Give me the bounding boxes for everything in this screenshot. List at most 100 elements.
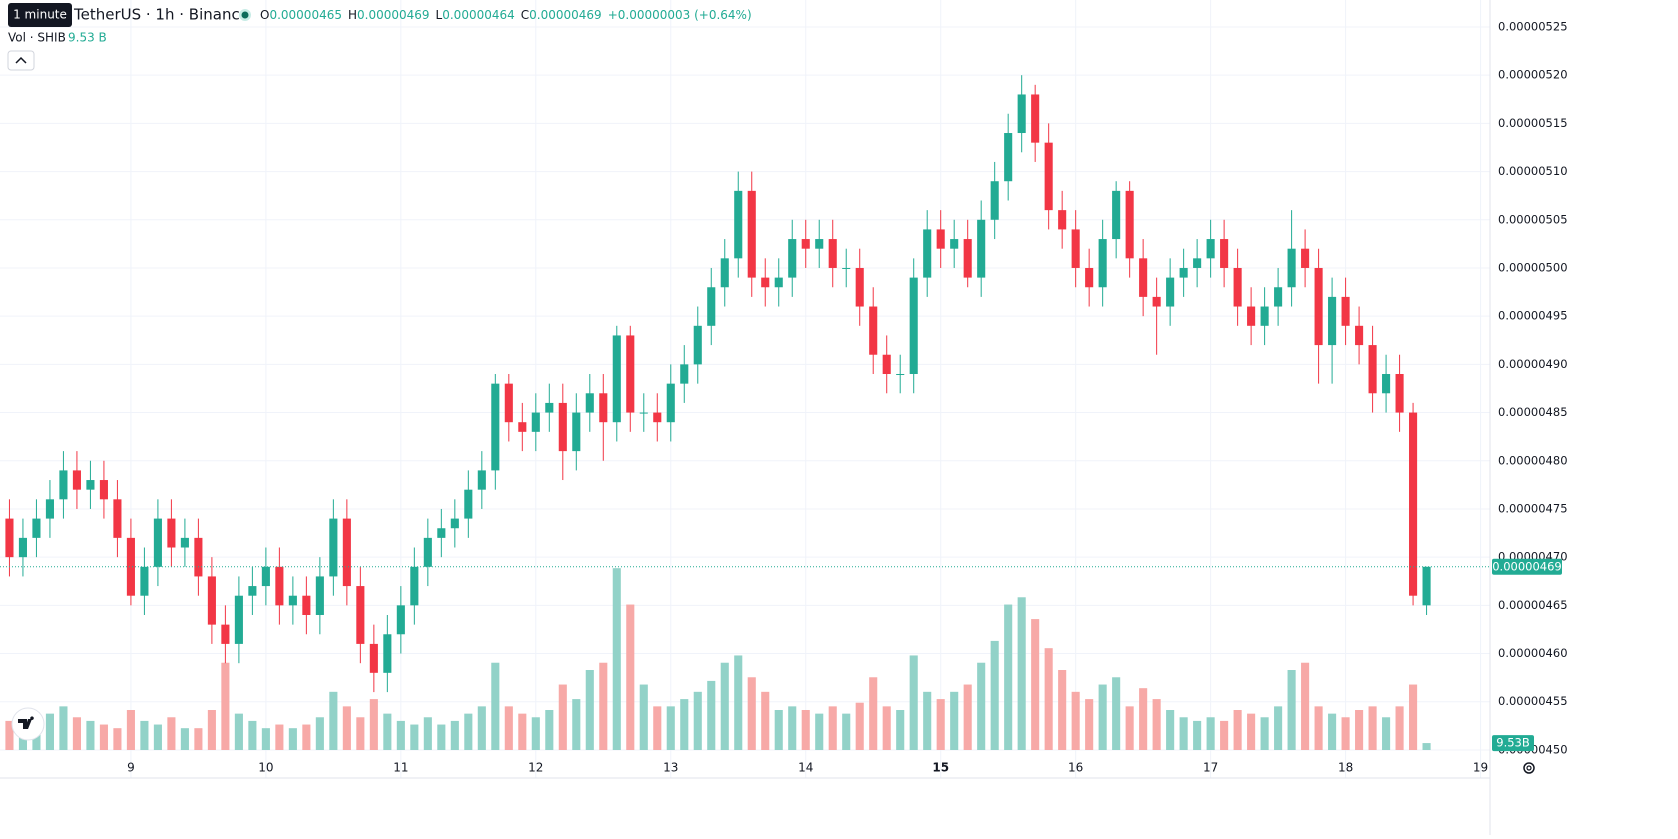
tooltip: 1 minute [13, 8, 67, 22]
y-tick-label: 0.00000485 [1498, 405, 1568, 419]
candle-body [1341, 296, 1350, 326]
volume-bar [774, 710, 783, 750]
candle-body [342, 518, 351, 587]
candle-body [275, 566, 284, 606]
status-dot [241, 11, 249, 19]
candle-body [86, 480, 95, 490]
volume-bar [1098, 684, 1107, 750]
candle-body [248, 586, 257, 596]
candle-body [882, 354, 891, 375]
volume-bar [1139, 688, 1148, 750]
settings-icon[interactable] [1523, 762, 1535, 774]
candle-body [855, 267, 864, 307]
grid [0, 0, 1490, 778]
volume-bar [977, 662, 986, 750]
x-tick-label: 19 [1473, 761, 1488, 775]
candle-body [734, 190, 743, 259]
candle-body [1395, 374, 1404, 413]
candle-body [531, 412, 540, 432]
candle-body [518, 422, 527, 432]
ohlc-item: H [348, 8, 357, 22]
volume-bar [356, 717, 365, 750]
candle-body [909, 277, 918, 375]
volume-bar [167, 717, 176, 750]
candle-body [788, 239, 797, 278]
volume-bar [315, 717, 324, 750]
candle-body [1382, 374, 1391, 394]
volume-bar [72, 717, 81, 750]
candle-body [639, 412, 648, 414]
y-tick-label: 0.00000500 [1498, 260, 1568, 274]
volume-bar [828, 706, 837, 750]
volume-bar [194, 728, 203, 750]
y-tick-label: 0.00000490 [1498, 357, 1568, 371]
candle-body [666, 383, 675, 423]
volume-bar [1071, 691, 1080, 750]
candle-body [1166, 277, 1175, 307]
candle-body [1409, 412, 1418, 596]
ohlc-item: 0.00000465 [269, 8, 342, 22]
candle-body [653, 412, 662, 423]
volume-bar [882, 706, 891, 750]
volume-bar [1152, 699, 1161, 750]
volume-bar [86, 720, 95, 750]
volume-bar [612, 568, 621, 750]
x-tick-label: 17 [1203, 761, 1218, 775]
candle-body [369, 643, 378, 673]
candle-body [693, 325, 702, 365]
y-tick-label: 0.00000505 [1498, 212, 1568, 226]
volume-bar [234, 713, 243, 750]
volume-bar [99, 724, 108, 750]
volume-bar [1409, 684, 1418, 750]
y-tick-label: 0.00000475 [1498, 501, 1568, 515]
candle-body [950, 239, 959, 249]
volume-bar [1287, 670, 1296, 750]
logo[interactable] [18, 716, 34, 729]
candle-body [450, 518, 459, 529]
x-tick-label: 18 [1338, 761, 1353, 775]
candle-body [1058, 210, 1067, 230]
volume-bar [1341, 717, 1350, 750]
volume-bar [1382, 717, 1391, 750]
candle-body [464, 489, 473, 519]
volume-bar [248, 720, 257, 750]
volume-bar [531, 717, 540, 750]
ohlc-item: O [260, 8, 269, 22]
volume-bar [275, 724, 284, 750]
candle-body [1206, 239, 1215, 259]
candle-body [396, 605, 405, 635]
volume-bar [1206, 717, 1215, 750]
volume-bar [302, 724, 311, 750]
candle-body [99, 480, 108, 500]
candle-body [1004, 133, 1013, 182]
candle-body [680, 364, 689, 384]
candle-body [1247, 306, 1256, 326]
candle-body [72, 470, 81, 490]
symbol-title[interactable]: TetherUS · 1h · Binance [73, 6, 249, 24]
candle-body [383, 634, 392, 673]
candle-body [720, 258, 729, 288]
candle-body [963, 239, 972, 278]
volume-bar [423, 717, 432, 750]
collapse-button[interactable] [7, 50, 35, 71]
volume-bar [1058, 670, 1067, 750]
candle-body [869, 306, 878, 355]
last-volume-label: 9.53B [1496, 736, 1530, 750]
volume-bar [180, 728, 189, 750]
volume-bar [1220, 720, 1229, 750]
x-tick-label: 9 [127, 761, 135, 775]
ohlc-item: 0.00000469 [357, 8, 430, 22]
candle-body [1085, 267, 1094, 288]
candle-body [423, 537, 432, 567]
volume-bar [342, 706, 351, 750]
candle-body [558, 402, 567, 452]
volume-bar [585, 670, 594, 750]
candle-body [45, 499, 54, 519]
volume-bar [207, 710, 216, 750]
volume-bar [261, 728, 270, 750]
candle-body [113, 499, 122, 538]
candle-body [5, 518, 14, 558]
candle-body [477, 470, 486, 490]
volume-bar [909, 655, 918, 750]
